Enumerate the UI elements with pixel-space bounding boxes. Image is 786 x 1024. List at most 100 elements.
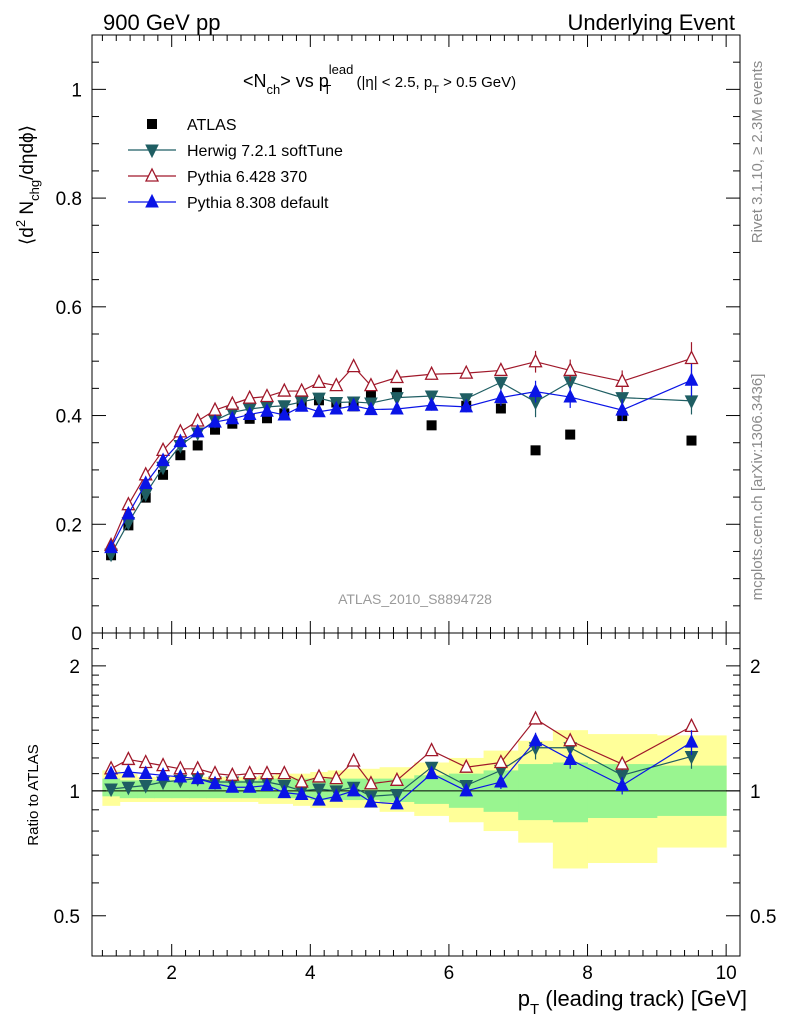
ratio-point-pythia-8-308-default [294, 786, 309, 800]
data-point-pythia-8-308-default [242, 406, 257, 420]
data-point-pythia-8-308-default [260, 403, 274, 417]
data-point-pythia-6-428-370 [294, 382, 309, 397]
data-point-pythia-6-428-370 [311, 373, 327, 389]
x-axis-label: pT (leading track) [GeV] [518, 986, 747, 1018]
data-point-pythia-6-428-370 [242, 389, 257, 404]
ratio-point-pythia-8-308-default [684, 734, 699, 748]
data-point-herwig-7-2-1-softtune [615, 392, 629, 406]
ratio-band-inner [552, 762, 589, 823]
legend-marker-pythia-8-308-default [145, 193, 159, 208]
data-point-herwig-7-2-1-softtune [390, 392, 404, 406]
data-point-pythia-8-308-default [190, 423, 205, 438]
data-point-pythia-8-308-default [225, 410, 240, 425]
data-point-pythia-8-308-default [156, 452, 170, 467]
data-point-pythia-6-428-370 [528, 353, 543, 368]
x-tick-label: 10 [716, 963, 737, 984]
ratio-y-tick-label: 0.5 [54, 907, 80, 928]
data-point-pythia-8-308-default [528, 383, 543, 398]
data-point-pythia-8-308-default [208, 413, 222, 428]
ratio-point-pythia-8-308-default [277, 784, 292, 799]
legend-marker-pythia-6-428-370 [144, 167, 160, 182]
ratio-point-pythia-6-428-370 [363, 775, 379, 790]
ratio-point-pythia-6-428-370 [121, 751, 136, 766]
header-right-label: Underlying Event [567, 10, 735, 35]
data-point-pythia-6-428-370 [225, 395, 240, 410]
data-point-herwig-7-2-1-softtune [424, 390, 439, 405]
ratio-point-pythia-8-308-default [173, 768, 188, 783]
data-point-pythia-6-428-370 [493, 361, 508, 377]
main-plot-title: <Nch> vs plead T (|η| < 2.5, pT > 0.5 GeV… [243, 62, 516, 97]
data-point-herwig-7-2-1-softtune [312, 392, 326, 407]
legend-label-pythia-6-428-370: Pythia 6.428 370 [187, 169, 307, 186]
ratio-point-pythia-6-428-370 [346, 752, 361, 767]
ratio-point-pythia-6-428-370 [259, 765, 275, 780]
data-point-herwig-7-2-1-softtune [277, 400, 292, 414]
ratio-point-pythia-6-428-370 [389, 771, 404, 786]
data-point-atlas [261, 413, 272, 424]
ratio-point-pythia-6-428-370 [242, 765, 257, 780]
ratio-y-tick-label: 1 [69, 782, 80, 803]
data-point-atlas [175, 450, 186, 461]
ratio-point-herwig-7-2-1-softtune [390, 788, 404, 803]
ratio-point-pythia-8-308-default [104, 765, 118, 780]
x-tick-label: 4 [305, 963, 316, 984]
ratio-point-pythia-8-308-default [225, 779, 240, 793]
data-point-pythia-8-308-default [173, 433, 188, 448]
ratio-point-pythia-6-428-370 [424, 742, 439, 757]
x-tick-label: 8 [582, 963, 593, 984]
data-point-pythia-8-308-default [459, 398, 474, 413]
data-point-pythia-6-428-370 [259, 388, 275, 403]
data-point-pythia-6-428-370 [363, 377, 379, 392]
series-line-pythia-8-308-default [110, 379, 692, 548]
ratio-point-pythia-6-428-370 [459, 758, 474, 773]
ratio-point-pythia-8-308-default [528, 732, 543, 747]
x-tick-label: 2 [166, 963, 177, 984]
main-y-tick-label: 0.8 [56, 189, 82, 210]
ratio-point-pythia-6-428-370 [563, 732, 578, 747]
side-label-mcplots: mcplots.cern.ch [arXiv:1306.3436] [749, 374, 766, 601]
ratio-band-inner [171, 780, 190, 799]
data-point-atlas [565, 429, 576, 440]
ratio-point-pythia-8-308-default [156, 767, 170, 781]
ratio-point-herwig-7-2-1-softtune [121, 781, 136, 796]
ratio-point-pythia-6-428-370 [329, 770, 344, 785]
data-point-pythia-6-428-370 [563, 361, 578, 377]
series-line-herwig-7-2-1-softtune [110, 381, 692, 555]
data-point-pythia-6-428-370 [329, 377, 344, 392]
main-y-tick-label: 0.6 [56, 298, 82, 319]
ratio-y-tick-label-right: 2 [750, 657, 761, 678]
x-tick-label: 6 [444, 963, 455, 984]
ratio-point-herwig-7-2-1-softtune [312, 783, 326, 798]
ratio-point-pythia-8-308-default [424, 765, 439, 780]
data-point-atlas [210, 424, 221, 435]
data-point-pythia-8-308-default [104, 539, 118, 554]
ratio-y-tick-label-right: 0.5 [750, 907, 776, 928]
ratio-point-pythia-6-428-370 [493, 754, 508, 769]
main-y-tick-label: 1 [71, 80, 82, 101]
data-point-pythia-8-308-default [390, 400, 404, 415]
data-point-pythia-8-308-default [494, 389, 508, 404]
side-label-rivet: Rivet 3.1.10, ≥ 2.3M events [749, 61, 766, 244]
ratio-point-pythia-6-428-370 [684, 717, 699, 732]
ratio-point-pythia-8-308-default [329, 788, 344, 802]
ratio-point-pythia-6-428-370 [277, 765, 292, 780]
ratio-point-pythia-6-428-370 [311, 768, 327, 783]
main-y-tick-label: 0.2 [56, 515, 82, 536]
legend-marker-atlas [147, 119, 157, 129]
data-point-pythia-6-428-370 [277, 382, 292, 397]
ratio-y-axis-label: Ratio to ATLAS [25, 744, 42, 845]
data-point-pythia-8-308-default [563, 388, 578, 403]
header-left-label: 900 GeV pp [103, 10, 220, 35]
data-point-herwig-7-2-1-softtune [494, 376, 508, 391]
ratio-point-pythia-8-308-default [390, 795, 404, 810]
ratio-point-pythia-8-308-default [138, 765, 153, 780]
ratio-point-herwig-7-2-1-softtune [104, 783, 118, 798]
data-point-pythia-8-308-default [121, 505, 136, 520]
ratio-point-pythia-6-428-370 [615, 755, 630, 770]
ratio-y-tick-label: 2 [69, 657, 80, 678]
legend: ATLAS Herwig 7.2.1 softTune Pythia 6.428 3… [128, 117, 343, 212]
ratio-band-inner [189, 780, 207, 799]
main-y-axis-label: ⟨d2 Nchg/dηdϕ⟩ [13, 125, 42, 245]
data-point-pythia-8-308-default [138, 475, 153, 489]
